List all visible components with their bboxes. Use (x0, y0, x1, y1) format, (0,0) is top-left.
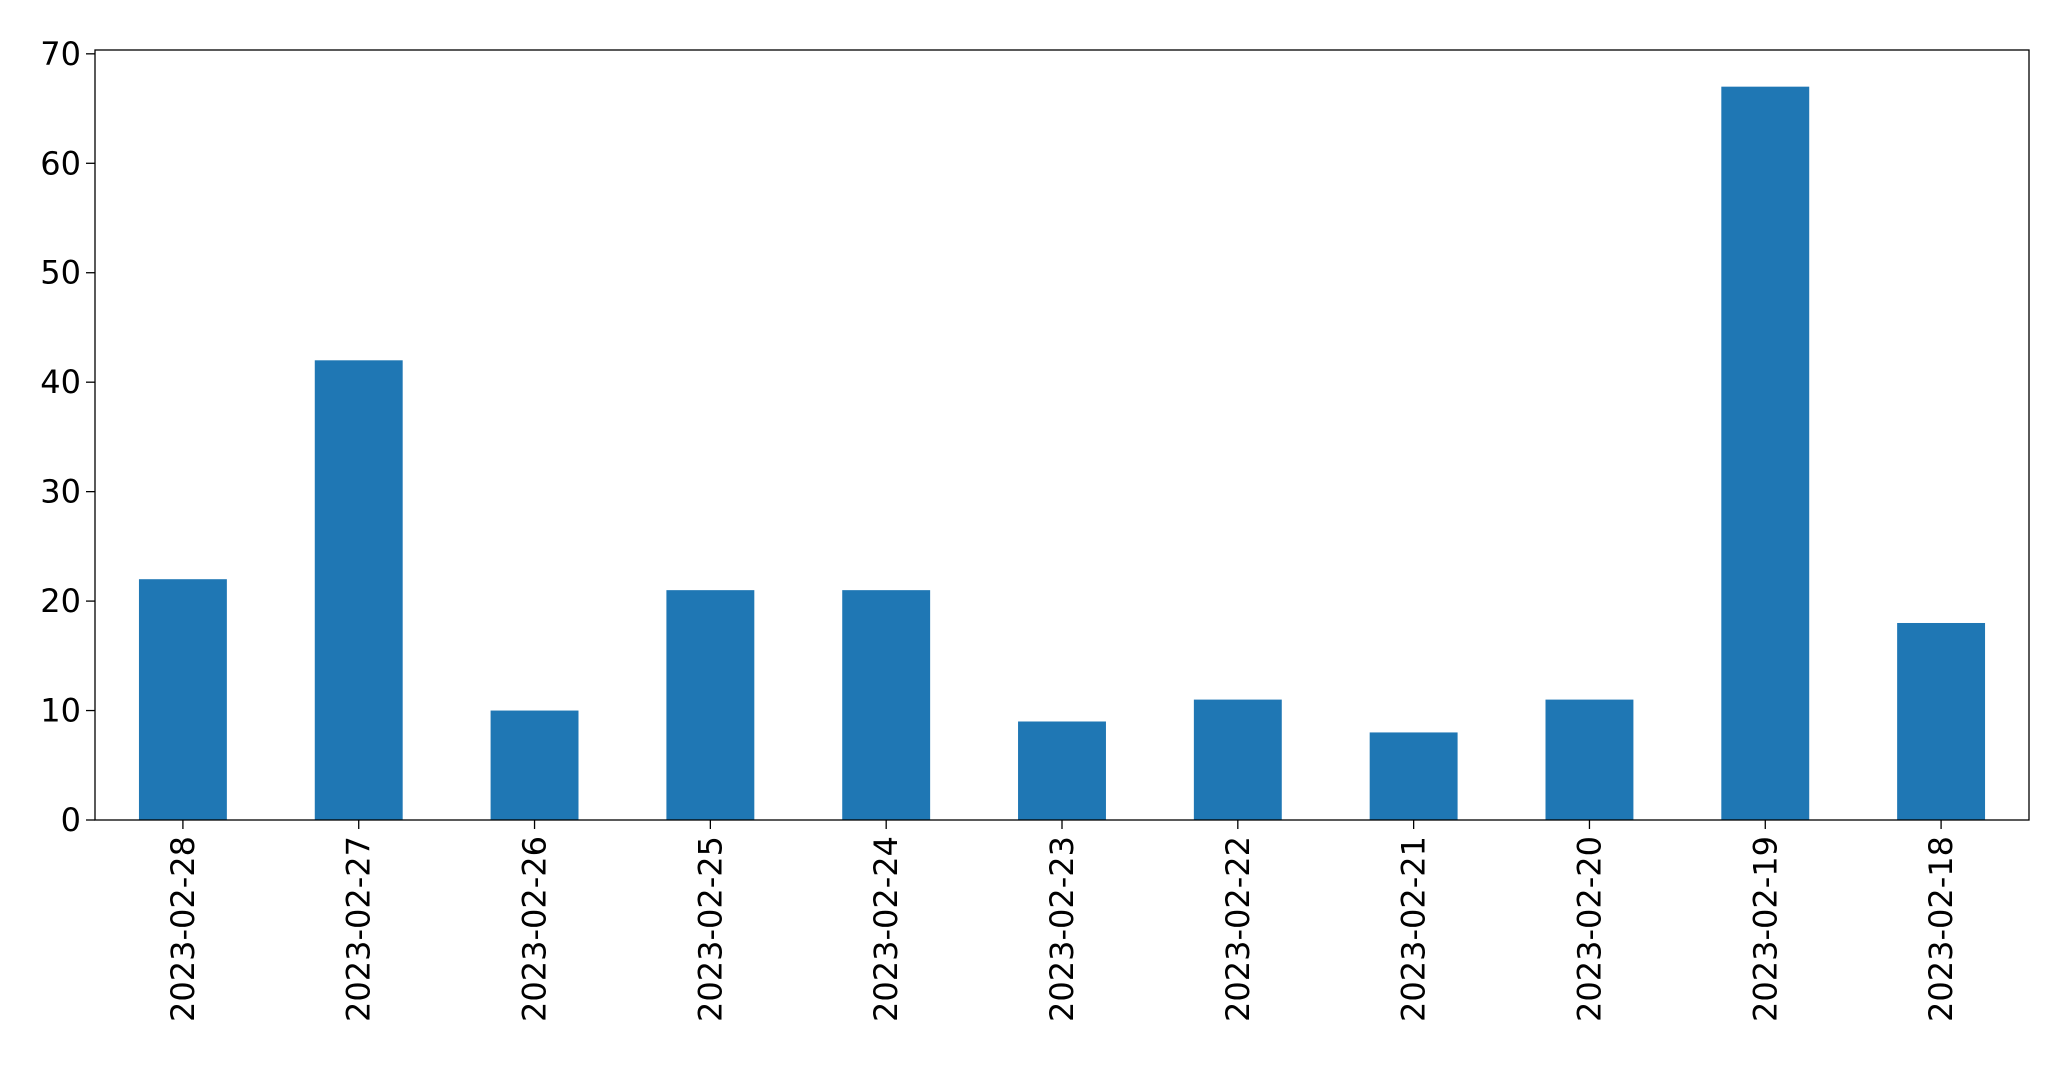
x-tick-label: 2023-02-27 (340, 836, 378, 1022)
y-tick-label: 40 (40, 363, 81, 401)
bar (1018, 721, 1106, 820)
x-tick-label: 2023-02-22 (1219, 836, 1257, 1022)
x-tick-label: 2023-02-25 (691, 836, 729, 1022)
bar (842, 590, 931, 820)
bar (1369, 732, 1458, 820)
x-tick-label: 2023-02-28 (164, 836, 202, 1022)
x-tick-label: 2023-02-19 (1746, 836, 1784, 1022)
bar (1193, 699, 1282, 820)
y-tick-label: 30 (40, 473, 81, 511)
x-tick-label: 2023-02-21 (1395, 836, 1433, 1022)
bar (1897, 622, 1986, 820)
x-tick-label: 2023-02-23 (1043, 836, 1081, 1022)
bar (490, 710, 579, 820)
x-tick-label: 2023-02-20 (1570, 836, 1608, 1022)
y-tick-label: 60 (40, 144, 81, 182)
plot-frame (94, 49, 2030, 821)
bar (666, 590, 755, 820)
y-tick-label: 20 (40, 582, 81, 620)
bar (138, 579, 227, 820)
y-tick-label: 50 (40, 254, 81, 292)
x-tick-label: 2023-02-26 (516, 836, 554, 1022)
y-tick-label: 70 (40, 35, 81, 73)
y-tick-label: 10 (40, 692, 81, 730)
x-tick-label: 2023-02-24 (867, 836, 905, 1022)
bar (1721, 86, 1810, 820)
bar (314, 360, 403, 820)
x-tick-label: 2023-02-18 (1922, 836, 1960, 1022)
y-tick-label: 0 (61, 801, 81, 839)
bar (1545, 699, 1634, 820)
